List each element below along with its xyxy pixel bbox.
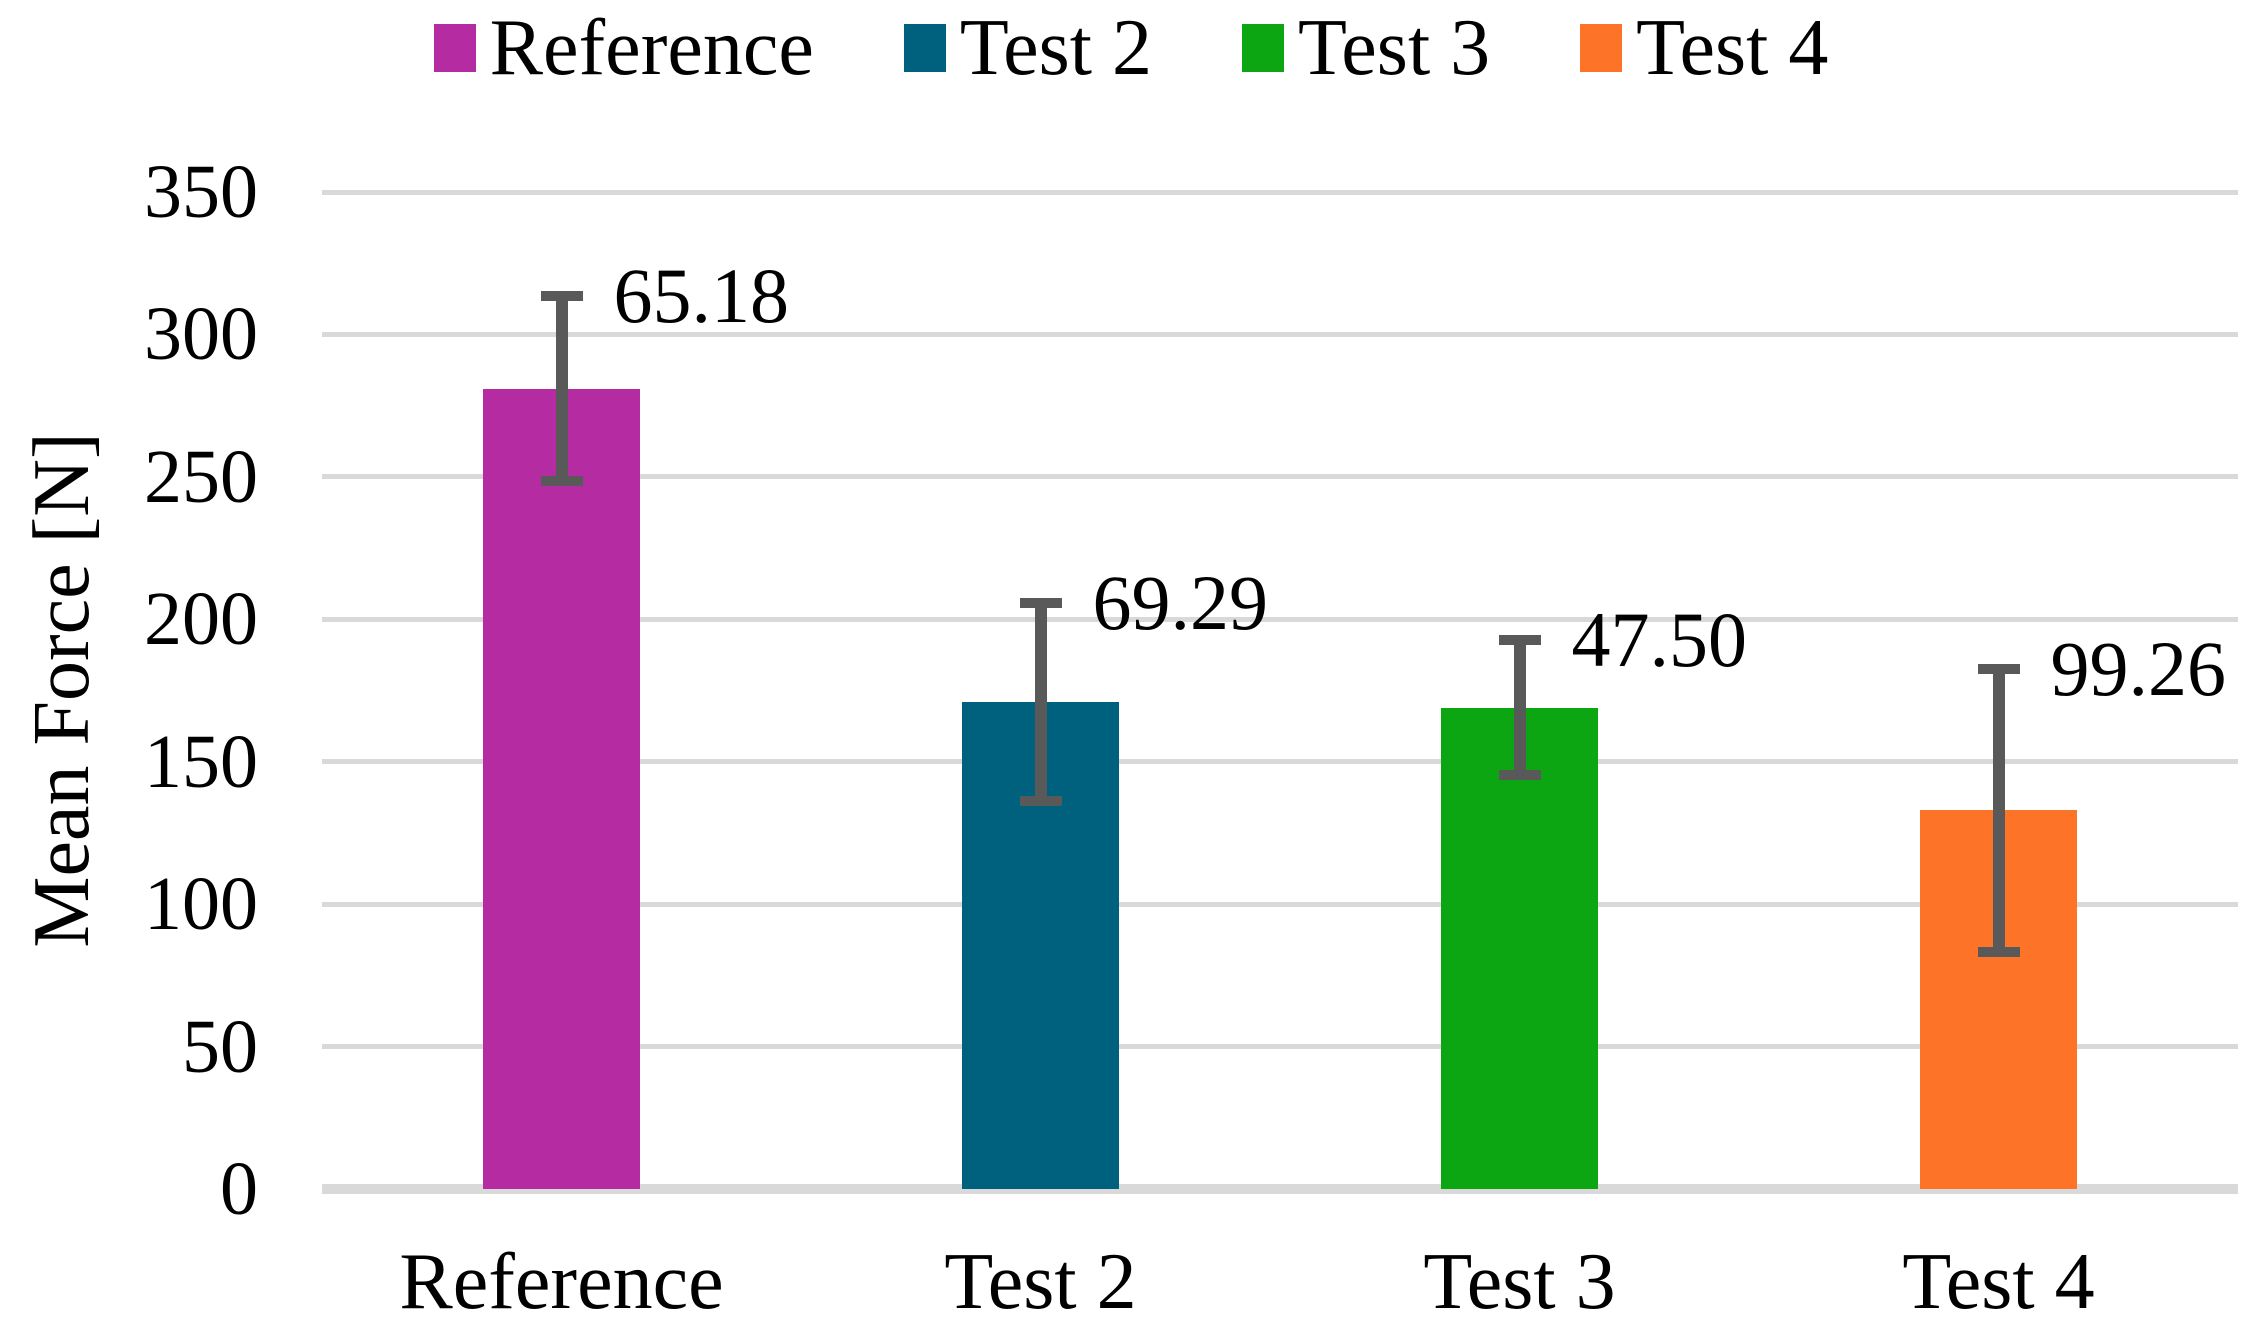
error-bar-cap-bottom (540, 476, 583, 487)
legend-label: Test 3 (1298, 4, 1491, 92)
legend-item: Test 4 (1580, 0, 1828, 96)
gridline (322, 189, 2238, 195)
error-bar-line (1513, 639, 1526, 776)
legend-swatch-icon (1580, 24, 1623, 72)
error-bar-cap-bottom (1977, 946, 2020, 957)
x-axis-line (322, 1184, 2238, 1194)
error-value-label: 69.29 (1092, 559, 1269, 647)
error-bar-line (555, 295, 568, 482)
y-axis-title: Mean Force [N] (18, 432, 106, 948)
gridline (322, 616, 2238, 622)
error-bar-line (1034, 603, 1047, 801)
error-bar-cap-top (1977, 663, 2020, 674)
legend-swatch-icon (903, 24, 946, 72)
error-value-label: 47.50 (1571, 595, 1748, 683)
y-tick-label: 250 (144, 434, 258, 519)
y-tick-label: 0 (220, 1147, 258, 1231)
legend-swatch-icon (1242, 24, 1285, 72)
y-tick-label: 200 (144, 577, 258, 662)
x-category-label: Test 3 (1423, 1238, 1616, 1326)
gridline (322, 474, 2238, 480)
error-bar-cap-top (540, 290, 583, 301)
x-category-label: Test 4 (1902, 1238, 2095, 1326)
y-tick-label: 350 (144, 150, 258, 234)
legend-label: Test 4 (1636, 4, 1829, 92)
legend-label: Reference (489, 4, 814, 92)
gridline (322, 759, 2238, 765)
y-tick-label: 50 (182, 1004, 258, 1089)
gridline (322, 901, 2238, 907)
error-value-label: 65.18 (613, 251, 790, 339)
error-value-label: 99.26 (2050, 624, 2227, 712)
y-tick-label: 150 (144, 719, 258, 804)
gridline (322, 331, 2238, 337)
bar (483, 388, 640, 1189)
error-bar-cap-bottom (1019, 795, 1062, 806)
legend-item: Reference (433, 0, 814, 96)
y-tick-label: 300 (144, 292, 258, 377)
error-bar-cap-top (1498, 634, 1541, 645)
gridline (322, 1044, 2238, 1050)
legend-swatch-icon (433, 24, 476, 72)
legend: Reference Test 2 Test 3 Test 4 (0, 0, 2262, 96)
x-category-label: Reference (399, 1238, 724, 1326)
y-tick-label: 100 (144, 862, 258, 947)
error-bar-cap-top (1019, 598, 1062, 609)
bar (1441, 707, 1598, 1189)
legend-label: Test 2 (959, 4, 1153, 92)
legend-item: Test 2 (903, 0, 1153, 96)
x-category-label: Test 2 (944, 1238, 1137, 1326)
error-bar-line (1992, 668, 2005, 952)
legend-item: Test 3 (1242, 0, 1490, 96)
error-bar-cap-bottom (1498, 770, 1541, 781)
